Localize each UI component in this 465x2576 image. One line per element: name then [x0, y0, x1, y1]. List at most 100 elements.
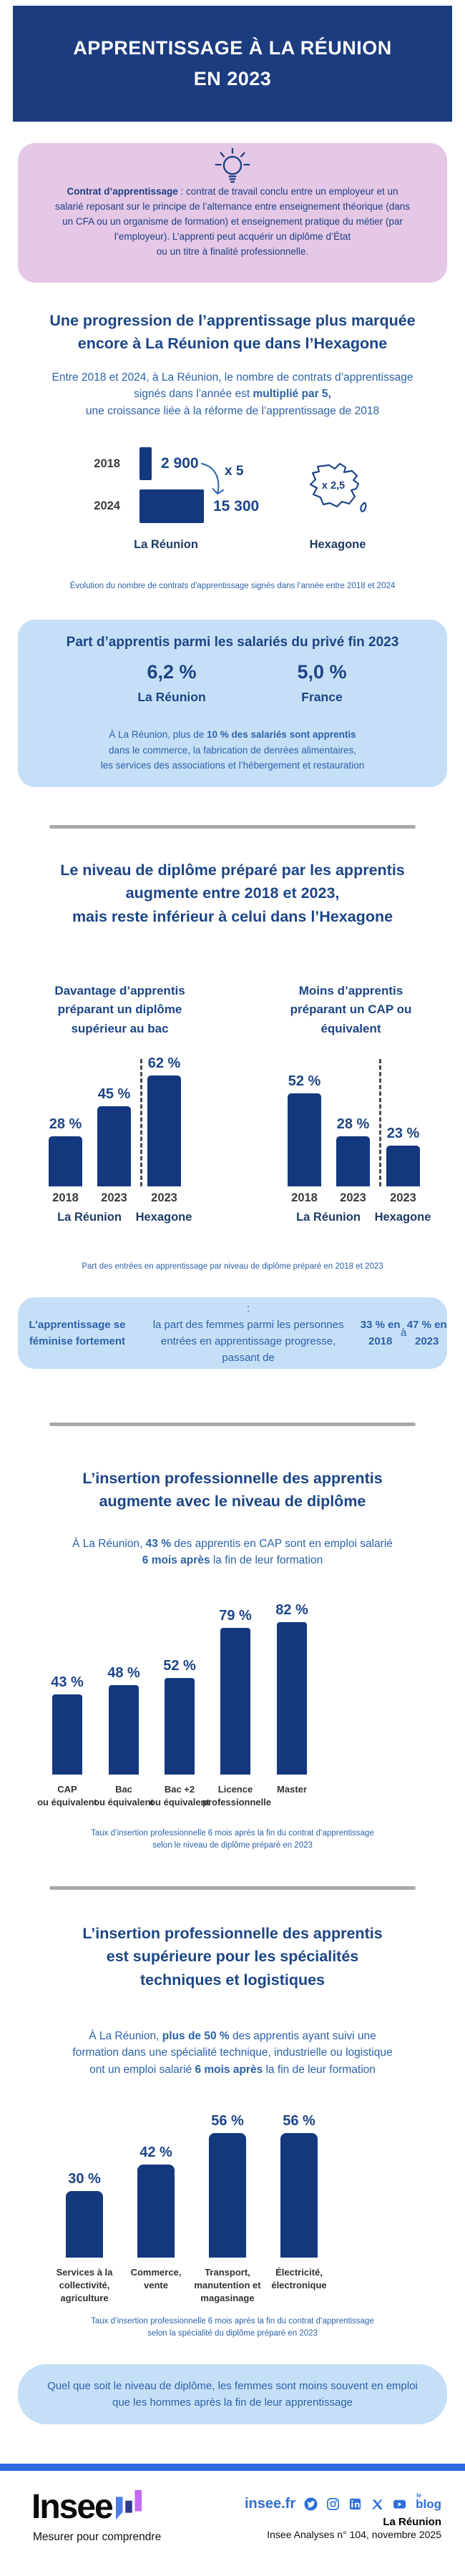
blog-link[interactable]: le blog: [416, 2492, 441, 2512]
category-label: Transport, manutention et magasinage: [194, 2267, 261, 2304]
section-growth-title: Une progression de l’apprentissage plus …: [49, 312, 416, 353]
year-label: 2018: [94, 457, 120, 470]
definition-text: Contrat d’apprentissage : contrat de tra…: [54, 186, 411, 257]
chart-diploma-sup-bac: 28 % 45 % 62 %: [43, 1055, 195, 1186]
chart-heading-cap: Moins d’apprentis préparant un CAP ou éq…: [290, 984, 412, 1035]
stat-value: 6,2 %: [147, 661, 197, 683]
category-label: Bac +2 ou équivalent: [150, 1784, 210, 1808]
category-label: Électricité, électronique: [271, 2267, 327, 2291]
curved-arrow-icon: [201, 463, 224, 494]
bar-column: 56 %: [209, 2113, 246, 2258]
region-label-hexagone: Hexagone: [309, 538, 366, 551]
year-label: 2024: [94, 499, 120, 512]
dashed-separator: [379, 1059, 381, 1186]
bar-value: 15 300: [212, 497, 260, 514]
share-box-note: À La Réunion, plus de 10 % des salariés …: [100, 729, 365, 771]
chart-diploma-cap: 52 % 28 % 23 %: [282, 1059, 434, 1186]
group-label-hexagone: Hexagone: [135, 1211, 192, 1224]
bar-column: 23 %: [386, 1125, 420, 1186]
stat-reunion: 6,2 % La Réunion: [98, 661, 245, 705]
bar-row-2018: 2018 2 900: [67, 447, 199, 480]
bar: [52, 1694, 82, 1775]
bar-column: 48 %: [107, 1665, 140, 1775]
bar-value: 48 %: [107, 1665, 140, 1682]
year-label: 2023: [340, 1191, 366, 1204]
bar-2018: [140, 447, 152, 480]
hexagone-multiplier-label: x 2,5: [321, 480, 346, 492]
bar-value: 45 %: [97, 1085, 131, 1102]
category-label: Licence professionnelle: [202, 1784, 272, 1808]
stat-label: La Réunion: [137, 690, 206, 704]
bar-column: 52 %: [163, 1658, 196, 1775]
bar-value: 62 %: [147, 1055, 181, 1071]
year-label: 2023: [151, 1191, 177, 1204]
instagram-icon[interactable]: [326, 2497, 340, 2511]
footer-links: insee.fr le blog: [244, 2492, 441, 2512]
stat-value: 5,0 %: [297, 661, 347, 683]
chart-insertion-by-specialty: 30 % 42 % 56 % 56 %: [47, 2113, 348, 2258]
chart-caption-evolution: Évolution du nombre de contrats d’appren…: [69, 582, 396, 590]
section-specialty-intro: À La Réunion, plus de 50 % des apprentis…: [72, 2030, 393, 2076]
group-label-reunion: La Réunion: [57, 1211, 122, 1224]
bar: [336, 1136, 370, 1186]
category-label: CAP ou équivalent: [37, 1784, 97, 1808]
linkedin-icon[interactable]: [348, 2497, 362, 2511]
share-box-title: Part d’apprentis parmi les salariés du p…: [66, 635, 399, 650]
insee-logo-bars-icon: [115, 2489, 142, 2520]
region-label-reunion: La Réunion: [134, 538, 198, 551]
bar: [49, 1136, 82, 1186]
bar-value: 30 %: [68, 2171, 101, 2187]
definition-box: Contrat d’apprentissage : contrat de tra…: [18, 143, 447, 283]
bar-column: 52 %: [288, 1073, 321, 1186]
twitter-icon[interactable]: [304, 2497, 318, 2511]
footer-publication: Insee Analyses n° 104, novembre 2025: [267, 2529, 441, 2540]
bar: [147, 1075, 181, 1186]
blog-label: blog: [416, 2497, 441, 2511]
bar: [209, 2133, 246, 2258]
bar-value: 42 %: [140, 2144, 172, 2160]
section-divider: [49, 1886, 416, 1890]
bar-column: 62 %: [147, 1055, 181, 1186]
multiplier-label: x 5: [225, 464, 244, 479]
bar-row-2024: 2024 15 300: [67, 489, 259, 523]
x-icon[interactable]: [371, 2498, 383, 2511]
bar-value: 43 %: [51, 1674, 84, 1691]
bar-column: 56 %: [280, 2113, 318, 2258]
chart-caption-insertion-specialty: Taux d’insertion professionnelle 6 mois …: [91, 2317, 374, 2338]
bar-value: 28 %: [336, 1116, 370, 1132]
group-label-reunion: La Réunion: [296, 1211, 361, 1224]
women-box: L’apprentissage se féminise fortement : …: [18, 1297, 447, 1369]
france-map-icon: [309, 462, 367, 512]
chart-caption-insertion-diploma: Taux d’insertion professionnelle 6 mois …: [91, 1829, 374, 1850]
insee-tagline: Mesurer pour comprendre: [33, 2531, 162, 2543]
insee-fr-link[interactable]: insee.fr: [244, 2496, 296, 2512]
footer-band: [0, 2464, 465, 2471]
section-divider: [49, 1423, 416, 1426]
bar: [288, 1093, 321, 1186]
bar-value: 2 900: [161, 455, 199, 472]
bar-value: 23 %: [386, 1125, 420, 1141]
category-label: Master: [277, 1784, 307, 1795]
chart-heading-sup-bac: Davantage d’apprentis préparant un diplô…: [54, 984, 185, 1035]
bar: [97, 1106, 131, 1186]
bar: [277, 1621, 307, 1775]
youtube-icon[interactable]: [392, 2497, 407, 2511]
section-divider: [49, 825, 416, 829]
insee-logo: Insee: [31, 2490, 142, 2524]
bar-value: 56 %: [283, 2113, 315, 2129]
gender-note-box: Quel que soit le niveau de diplôme, les …: [18, 2364, 447, 2424]
stat-france: 5,0 % France: [248, 661, 396, 705]
bar: [137, 2164, 175, 2258]
bar: [165, 1677, 195, 1775]
bar: [280, 2133, 318, 2258]
stat-label: France: [301, 690, 343, 704]
category-label: Services à la collectivité, agriculture: [56, 2267, 113, 2304]
bar: [109, 1685, 139, 1775]
bar-column: 30 %: [66, 2171, 103, 2258]
category-label: Commerce, vente: [130, 2267, 182, 2291]
section-insertion-intro: À La Réunion, 43 % des apprentis en CAP …: [72, 1538, 393, 1567]
page-title: APPRENTISSAGE À LA RÉUNION EN 2023: [13, 6, 452, 122]
section-insertion-title: L’insertion professionnelle des apprenti…: [82, 1470, 383, 1511]
dashed-separator: [140, 1059, 142, 1186]
